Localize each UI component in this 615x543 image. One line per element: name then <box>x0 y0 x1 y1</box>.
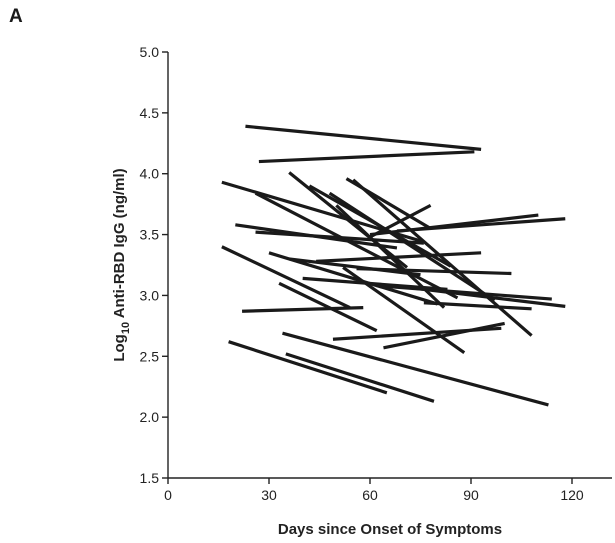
subject-line <box>245 124 482 151</box>
subject-line <box>369 203 432 239</box>
y-tick-label: 5.0 <box>140 44 160 60</box>
subject-line <box>396 217 566 233</box>
y-tick-label: 3.0 <box>140 287 160 303</box>
subject-line <box>221 245 351 310</box>
subject-line <box>258 150 475 164</box>
subject-line <box>255 230 424 245</box>
y-axis-title-subscript: 10 <box>120 322 132 334</box>
subject-line <box>278 281 378 333</box>
subject-line <box>403 285 566 308</box>
y-tick-label: 2.5 <box>140 348 160 364</box>
subject-line <box>328 191 496 302</box>
series-lines <box>221 124 566 407</box>
subject-line <box>423 301 532 311</box>
y-tick-label: 3.5 <box>140 227 160 243</box>
subject-line <box>352 178 533 337</box>
x-tick-label: 60 <box>362 487 378 503</box>
y-tick-label: 2.0 <box>140 409 160 425</box>
x-tick-label: 0 <box>164 487 172 503</box>
subject-line <box>285 352 435 403</box>
x-tick-label: 90 <box>463 487 479 503</box>
subject-line <box>342 266 466 354</box>
x-tick-label: 30 <box>261 487 277 503</box>
subject-line <box>254 191 459 300</box>
panel-label: A <box>9 6 23 27</box>
x-ticks: 0 30 60 90 120 <box>164 478 584 503</box>
y-tick-label: 4.0 <box>140 166 160 182</box>
subject-line <box>289 257 421 277</box>
subject-line <box>282 331 549 407</box>
y-axis-title-prefix: Log <box>111 334 128 362</box>
subject-line <box>242 306 364 313</box>
x-axis-title: Days since Onset of Symptoms <box>278 521 502 538</box>
y-tick-label: 1.5 <box>140 470 160 486</box>
subject-line <box>356 267 512 276</box>
y-axis-title: Log10 Anti-RBD IgG (ng/ml) <box>111 168 132 361</box>
y-ticks: 1.5 2.0 2.5 3.0 3.5 4.0 4.5 5.0 <box>140 44 168 486</box>
y-tick-label: 4.5 <box>140 105 160 121</box>
subject-line <box>228 340 388 395</box>
subject-line <box>288 171 409 269</box>
y-axis-title-suffix: Anti-RBD IgG (ng/ml) <box>111 168 128 322</box>
axes <box>167 52 612 479</box>
x-tick-label: 120 <box>560 487 584 503</box>
subject-line <box>316 251 482 263</box>
subject-line <box>383 321 505 350</box>
subject-line <box>302 276 448 291</box>
